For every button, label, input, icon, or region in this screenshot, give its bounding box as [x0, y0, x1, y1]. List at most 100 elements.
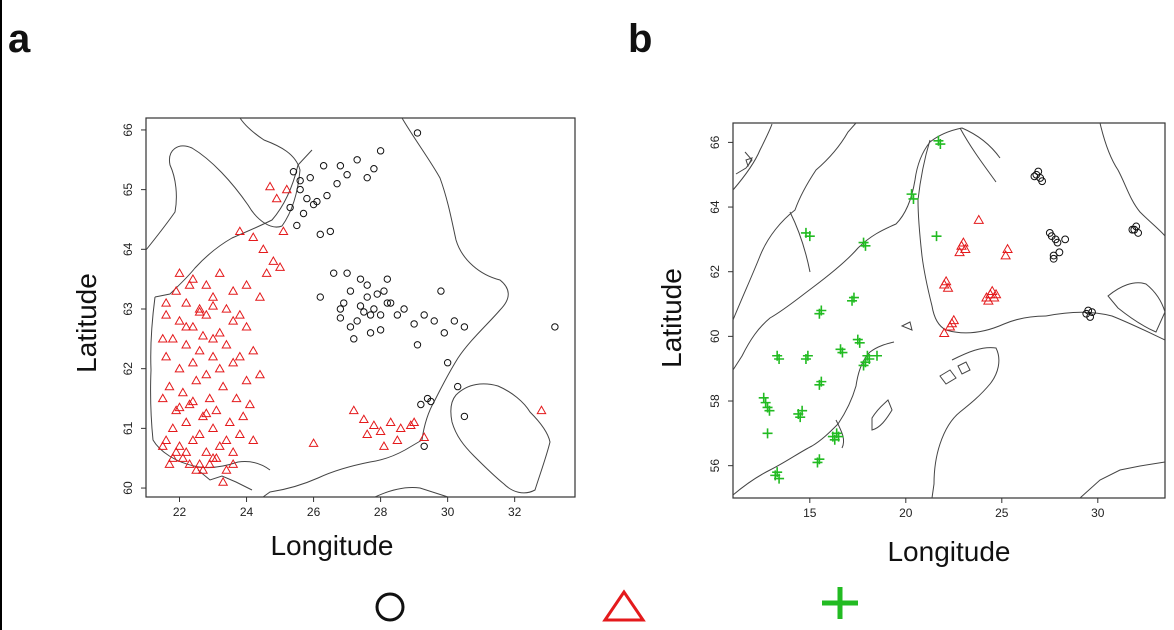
panel-a-point-red — [161, 297, 172, 307]
panel-a-point-red — [204, 393, 215, 403]
panel-a-point-red — [194, 303, 205, 313]
panel-a-point-black — [383, 299, 392, 307]
panel-a-point-red — [194, 458, 205, 468]
panel-b-point-red — [938, 327, 950, 338]
panel-a-point-red — [187, 357, 198, 367]
legend-plus-icon — [822, 587, 858, 619]
panel-a-point-black — [356, 302, 365, 310]
panel-a-y-ticks: 60 61 62 63 64 65 66 — [121, 123, 146, 495]
panel-a-point-red — [164, 381, 175, 391]
panel-a-point-red — [187, 273, 198, 283]
panel-a-point-red — [261, 267, 272, 277]
panel-a-point-red — [358, 414, 369, 424]
panel-a-point-red — [244, 399, 255, 409]
panel-a-x-tick-label: 28 — [374, 505, 388, 519]
panel-a-point-red — [234, 309, 245, 319]
panel-b-point-black — [1030, 172, 1039, 181]
panel-a-point-black — [370, 305, 378, 313]
panel-a-point-red — [241, 375, 252, 385]
panel-a-x-tick-label: 24 — [240, 505, 254, 519]
panel-b-point-red — [944, 321, 956, 331]
panel-a-point-black — [443, 359, 452, 367]
panel-a-point-red — [221, 464, 232, 474]
panel-a-point-black — [413, 129, 422, 137]
panel-a-point-red — [194, 429, 205, 438]
panel-a-point-black — [437, 287, 445, 295]
panel-b-point-green — [854, 337, 865, 348]
panel-a-point-black — [319, 162, 328, 170]
panel-b-point-red — [986, 285, 998, 295]
panel-a-point-red — [174, 402, 185, 412]
panel-a-point-red — [171, 285, 182, 295]
panel-a-point-black — [289, 168, 298, 176]
panel-b-point-green — [760, 397, 771, 408]
panel-b-point-green — [906, 189, 917, 200]
panel-b-point-black — [1088, 308, 1096, 317]
panel-a-point-red — [207, 291, 219, 301]
panel-a-point-red — [207, 300, 219, 310]
panel-a-point-red — [201, 447, 212, 456]
panel-a-point-red — [181, 417, 192, 427]
panel-a-point-red — [174, 267, 185, 277]
panel-b-point-green — [908, 193, 919, 204]
panel-b-point-green — [860, 240, 871, 251]
panel-b-point-red — [948, 314, 960, 325]
panel-a-point-black — [286, 203, 294, 212]
panel-a-point-black — [400, 305, 408, 313]
panel-b-point-black — [1049, 251, 1058, 260]
panel-a-point-red — [234, 351, 245, 361]
panel-a-point-red — [348, 405, 359, 415]
panel-a-point-red — [214, 363, 225, 373]
panel-a-point-red — [191, 375, 202, 385]
panel-b-point-black — [1053, 238, 1062, 247]
panel-a-y-tick-label: 62 — [121, 362, 135, 376]
panel-a-point-red — [224, 417, 235, 427]
panel-b-x-tick-label: 25 — [995, 506, 1009, 520]
panel-a-points — [157, 129, 559, 486]
panel-a-point-black — [343, 269, 351, 277]
panel-b-y-tick-label: 58 — [708, 394, 722, 408]
panel-a-y-tick-label: 64 — [121, 242, 135, 256]
panel-a-point-black — [370, 165, 378, 173]
panel-b-point-red — [1002, 243, 1013, 253]
panel-a-point-red — [194, 345, 205, 355]
panel-a-point-black — [346, 323, 355, 331]
panel-a-point-black — [296, 185, 304, 194]
panel-a-point-red — [174, 363, 185, 373]
panel-a-point-red — [264, 181, 276, 191]
panel-a-y-tick-label: 66 — [121, 123, 135, 137]
panel-a-point-red — [248, 232, 259, 242]
panel-a-point-black — [373, 290, 381, 298]
panel-a-point-black — [326, 227, 335, 236]
panel-b-point-green — [772, 467, 783, 478]
panel-a-point-red — [181, 297, 192, 307]
panel-a-point-black — [306, 173, 314, 182]
panel-a-point-black — [329, 269, 338, 277]
panel-a-point-red — [278, 226, 289, 236]
panel-b-point-green — [802, 350, 813, 361]
panel-a-point-black — [323, 191, 331, 200]
panel-a-point-red — [167, 452, 178, 462]
panel-a-point-red — [187, 435, 198, 444]
panel-a-point-red — [157, 441, 168, 450]
panel-a-point-black — [376, 311, 385, 319]
panel-a-point-red — [248, 435, 259, 444]
panel-a-point-red — [161, 435, 172, 444]
panel-a-x-ticks: 22 24 26 28 30 32 — [173, 497, 522, 519]
panel-b-point-red — [954, 246, 965, 257]
panel-a-point-black — [380, 287, 388, 295]
panel-b-point-green — [797, 405, 808, 416]
panel-b-point-red — [1000, 250, 1012, 260]
panel-a-point-red — [409, 417, 420, 427]
panel-a-point-black — [413, 341, 422, 349]
panel-a-point-red — [214, 267, 225, 277]
panel-b-point-green — [848, 292, 859, 303]
panel-a-point-red — [211, 452, 222, 462]
panel-a-point-red — [181, 339, 192, 349]
panel-a-point-black — [376, 147, 385, 155]
panel-a-point-black — [440, 329, 448, 337]
panel-a-point-red — [228, 357, 239, 367]
panel-b-y-tick-label: 64 — [708, 200, 722, 214]
panel-b-y-tick-label: 60 — [708, 329, 722, 343]
